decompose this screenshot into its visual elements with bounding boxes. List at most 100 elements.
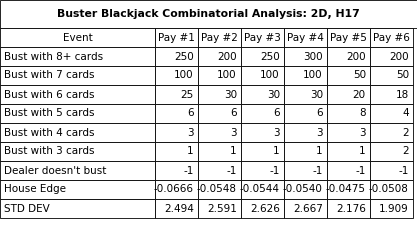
Bar	[370, 123, 413, 142]
Bar	[155, 123, 198, 142]
Bar	[241, 28, 284, 47]
Bar	[0, 123, 155, 142]
Bar	[284, 199, 327, 218]
Text: 2: 2	[402, 128, 409, 137]
Text: Pay #3: Pay #3	[244, 32, 281, 43]
Text: -1: -1	[183, 166, 194, 176]
Text: 6: 6	[187, 108, 194, 119]
Text: 1: 1	[359, 146, 366, 157]
Bar	[370, 199, 413, 218]
Bar	[327, 161, 370, 180]
Text: Event: Event	[63, 32, 93, 43]
Text: 3: 3	[316, 128, 323, 137]
Text: -1: -1	[399, 166, 409, 176]
Text: 100: 100	[260, 70, 280, 81]
Text: 6: 6	[316, 108, 323, 119]
Text: 300: 300	[303, 52, 323, 61]
Bar	[0, 47, 155, 66]
Text: Bust with 5 cards: Bust with 5 cards	[4, 108, 95, 119]
Bar	[198, 161, 241, 180]
Bar	[241, 66, 284, 85]
Bar	[0, 161, 155, 180]
Text: 250: 250	[174, 52, 194, 61]
Text: 8: 8	[359, 108, 366, 119]
Text: 100: 100	[303, 70, 323, 81]
Bar	[284, 180, 327, 199]
Bar	[284, 142, 327, 161]
Bar	[327, 85, 370, 104]
Bar	[155, 47, 198, 66]
Bar	[327, 104, 370, 123]
Bar	[284, 161, 327, 180]
Text: -1: -1	[226, 166, 237, 176]
Bar	[198, 123, 241, 142]
Bar	[327, 28, 370, 47]
Bar	[284, 123, 327, 142]
Text: 1.909: 1.909	[379, 203, 409, 214]
Text: Dealer doesn't bust: Dealer doesn't bust	[4, 166, 107, 176]
Bar	[198, 85, 241, 104]
Text: Bust with 6 cards: Bust with 6 cards	[4, 90, 95, 99]
Bar	[198, 180, 241, 199]
Bar	[241, 161, 284, 180]
Bar	[155, 199, 198, 218]
Text: 6: 6	[230, 108, 237, 119]
Text: STD DEV: STD DEV	[4, 203, 50, 214]
Bar	[284, 47, 327, 66]
Bar	[241, 104, 284, 123]
Bar	[241, 47, 284, 66]
Bar	[198, 199, 241, 218]
Bar	[155, 104, 198, 123]
Bar	[241, 199, 284, 218]
Bar	[198, 142, 241, 161]
Bar	[370, 66, 413, 85]
Bar	[370, 28, 413, 47]
Text: Buster Blackjack Combinatorial Analysis: 2D, H17: Buster Blackjack Combinatorial Analysis:…	[57, 9, 360, 19]
Text: 3: 3	[187, 128, 194, 137]
Bar	[0, 66, 155, 85]
Bar	[327, 47, 370, 66]
Text: 6: 6	[273, 108, 280, 119]
Text: -0.0666: -0.0666	[154, 184, 194, 194]
Text: -0.0544: -0.0544	[240, 184, 280, 194]
Text: 200: 200	[217, 52, 237, 61]
Text: 1: 1	[187, 146, 194, 157]
Bar	[284, 66, 327, 85]
Text: 50: 50	[396, 70, 409, 81]
Bar	[198, 66, 241, 85]
Bar	[155, 161, 198, 180]
Text: Pay #6: Pay #6	[373, 32, 410, 43]
Text: 100: 100	[174, 70, 194, 81]
Text: 2.591: 2.591	[207, 203, 237, 214]
Bar	[241, 123, 284, 142]
Text: Pay #5: Pay #5	[330, 32, 367, 43]
Bar	[241, 142, 284, 161]
Bar	[370, 142, 413, 161]
Bar	[155, 85, 198, 104]
Text: -1: -1	[355, 166, 366, 176]
Bar	[0, 0, 417, 28]
Bar	[155, 142, 198, 161]
Bar	[370, 85, 413, 104]
Text: 2.494: 2.494	[164, 203, 194, 214]
Text: 3: 3	[273, 128, 280, 137]
Bar	[0, 199, 155, 218]
Text: 18: 18	[396, 90, 409, 99]
Text: Pay #2: Pay #2	[201, 32, 238, 43]
Text: Bust with 8+ cards: Bust with 8+ cards	[4, 52, 103, 61]
Bar	[198, 47, 241, 66]
Bar	[370, 47, 413, 66]
Bar	[370, 104, 413, 123]
Text: 20: 20	[353, 90, 366, 99]
Text: 3: 3	[230, 128, 237, 137]
Text: -1: -1	[312, 166, 323, 176]
Text: House Edge: House Edge	[4, 184, 66, 194]
Text: -0.0508: -0.0508	[369, 184, 409, 194]
Text: -0.0540: -0.0540	[283, 184, 323, 194]
Text: 25: 25	[181, 90, 194, 99]
Bar	[155, 180, 198, 199]
Text: 1: 1	[273, 146, 280, 157]
Text: Pay #4: Pay #4	[287, 32, 324, 43]
Text: 2.176: 2.176	[336, 203, 366, 214]
Text: Bust with 3 cards: Bust with 3 cards	[4, 146, 95, 157]
